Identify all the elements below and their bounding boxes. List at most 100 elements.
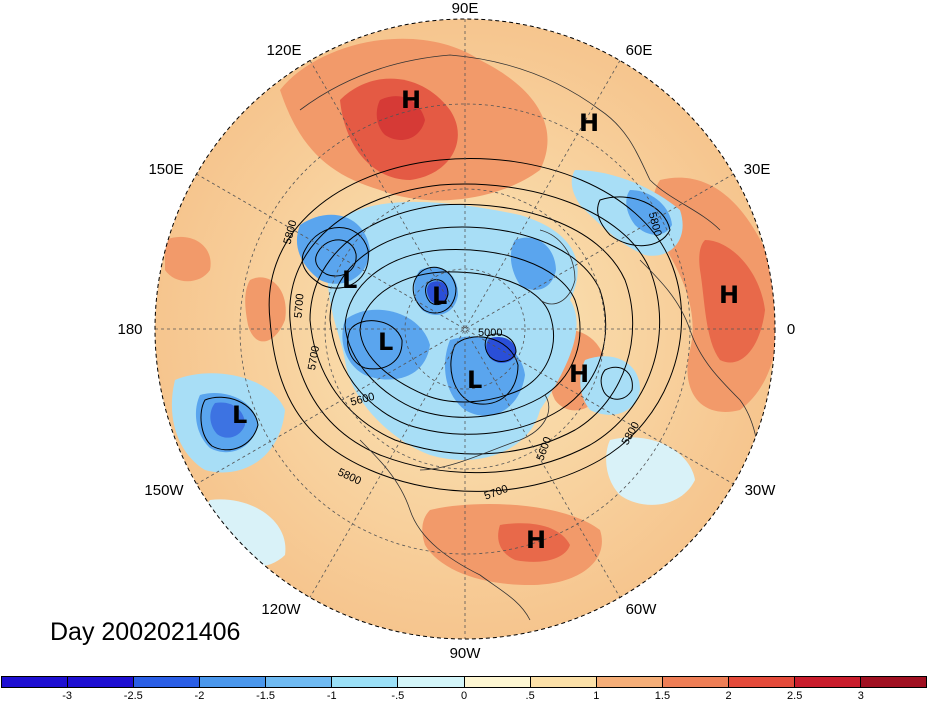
warm-anomaly-pacific-mid	[245, 277, 286, 342]
pressure-markers: H H H H H L L L L L	[232, 86, 739, 554]
longitude-label-150e: 150E	[148, 161, 183, 178]
warm-anomaly-europe-core	[699, 240, 765, 363]
colorbar-swatch	[200, 677, 267, 687]
longitude-label-120w: 120W	[261, 601, 301, 618]
warm-anomaly-pacific-west	[165, 236, 211, 282]
contour-5600	[309, 203, 634, 455]
coastlines	[299, 54, 761, 621]
colorbar-swatch	[794, 677, 862, 687]
colorbar-tick-label: -1.5	[256, 690, 276, 702]
colorbar-swatch	[332, 677, 399, 687]
colorbar-swatch	[398, 677, 465, 687]
contour-east-siberia-1	[412, 266, 457, 314]
contour-hudson-1	[450, 336, 519, 405]
colorbar: -3 -2.5 -2 -1.5 -1 -.5 0 .5 1 1.5 2 2.5 3	[1, 676, 927, 702]
high-marker-north-atlantic: H	[569, 360, 589, 388]
high-marker-north-africa: H	[719, 281, 739, 309]
colorbar-tick-label: -3	[62, 690, 73, 702]
contour-scandinavia	[597, 196, 671, 247]
contour-alaska-1	[347, 320, 403, 370]
low-marker-kamchatka: L	[342, 266, 357, 294]
colorbar-swatch	[2, 677, 69, 687]
colorbar-tick-label: -1	[326, 690, 337, 702]
cold-anomaly-scandinavia-core	[626, 190, 672, 235]
colorbar-swatch	[68, 677, 135, 687]
contour-hudson-2	[484, 333, 517, 362]
colorbar-swatch	[464, 677, 531, 687]
longitude-label-90e: 90E	[452, 0, 479, 17]
colorbar-swatch	[662, 677, 729, 687]
longitude-label-0: 0	[787, 321, 795, 338]
contour-label: 5700	[292, 293, 306, 318]
graticule	[155, 19, 775, 639]
meridian-60e-120w	[309, 60, 621, 598]
coastline-greenland	[539, 229, 576, 305]
low-marker-north-pacific: L	[232, 401, 247, 429]
colorbar-swatch	[266, 677, 333, 687]
contour-pacific-low	[200, 396, 259, 451]
cold-anomaly-polar-mid	[342, 309, 430, 380]
colorbar-tick-label: -.5	[391, 690, 405, 702]
meridian-120e-60w	[309, 60, 621, 598]
contour-label: 5700	[306, 345, 322, 371]
colorbar-tick-label: 2	[725, 690, 732, 702]
latitude-circle-inner	[404, 268, 526, 390]
low-marker-hudson-bay: L	[467, 366, 482, 394]
longitude-label-150w: 150W	[144, 482, 184, 499]
contour-5700	[289, 183, 661, 474]
low-marker-east-siberian-sea: L	[432, 282, 447, 310]
colorbar-tick-label: -2.5	[123, 690, 143, 702]
cold-anomaly-pacific-east-core	[210, 402, 245, 438]
longitude-label-120e: 120E	[266, 42, 301, 59]
cold-anomaly-atlantic-south	[606, 437, 695, 505]
colorbar-tick-label: 2.5	[787, 690, 803, 702]
contour-kamchatka-2	[315, 239, 357, 277]
contour-5300	[359, 271, 554, 403]
warm-anomaly-siberia-peak	[376, 96, 425, 140]
map-boundary	[154, 18, 776, 640]
high-marker-siberia: H	[401, 86, 421, 114]
date-label: Day 2002021406	[50, 618, 241, 646]
high-marker-caribbean: H	[526, 526, 546, 554]
contour-outer	[268, 158, 683, 492]
longitude-labels: 90E 60E 30E 0 30W 60W 90W 120W 150W 180 …	[117, 0, 795, 662]
meridian-30e-150w	[196, 173, 734, 485]
colorbar-swatch	[861, 677, 927, 687]
meridian-150e-30w	[196, 173, 734, 485]
colorbar-tick-label: .5	[525, 690, 535, 702]
contour-kamchatka-1	[301, 227, 369, 289]
height-contours	[200, 158, 683, 492]
contour-5500	[329, 226, 607, 435]
colorbar-swatch	[530, 677, 597, 687]
colorbar-swatch	[596, 677, 663, 687]
anomaly-field	[155, 19, 775, 639]
colorbar-swatch	[728, 677, 795, 687]
coastline-eurasia	[299, 54, 721, 231]
high-marker-ural: H	[579, 109, 599, 137]
colorbar-tick-label: 0	[460, 690, 468, 702]
colorbar-swatches	[1, 676, 927, 688]
contour-east-siberia-2	[425, 279, 449, 306]
colorbar-swatch	[134, 677, 201, 687]
colorbar-tick-label: -2	[194, 690, 205, 702]
contour-label: 5000	[478, 327, 502, 339]
cold-anomalies	[171, 170, 695, 568]
longitude-label-180: 180	[117, 321, 142, 338]
contour-5400	[344, 248, 581, 418]
colorbar-tick-label: 3	[857, 690, 864, 702]
colorbar-tick-label: 1	[593, 690, 600, 702]
low-marker-alaska: L	[378, 328, 393, 356]
contour-atlantic-high	[600, 366, 633, 400]
cold-anomaly-east-siberia-core	[427, 281, 449, 304]
longitude-label-30e: 30E	[744, 161, 771, 178]
coastline-north-america	[359, 394, 550, 621]
longitude-label-30w: 30W	[745, 482, 777, 499]
coastline-europe-africa	[639, 259, 761, 481]
colorbar-tick-label: 1.5	[654, 690, 671, 702]
cold-anomaly-hudson-core	[486, 336, 517, 363]
longitude-label-90w: 90W	[450, 645, 482, 662]
longitude-label-60w: 60W	[626, 601, 658, 618]
longitude-label-60e: 60E	[626, 42, 653, 59]
warm-anomaly-caribbean-core	[498, 523, 570, 562]
